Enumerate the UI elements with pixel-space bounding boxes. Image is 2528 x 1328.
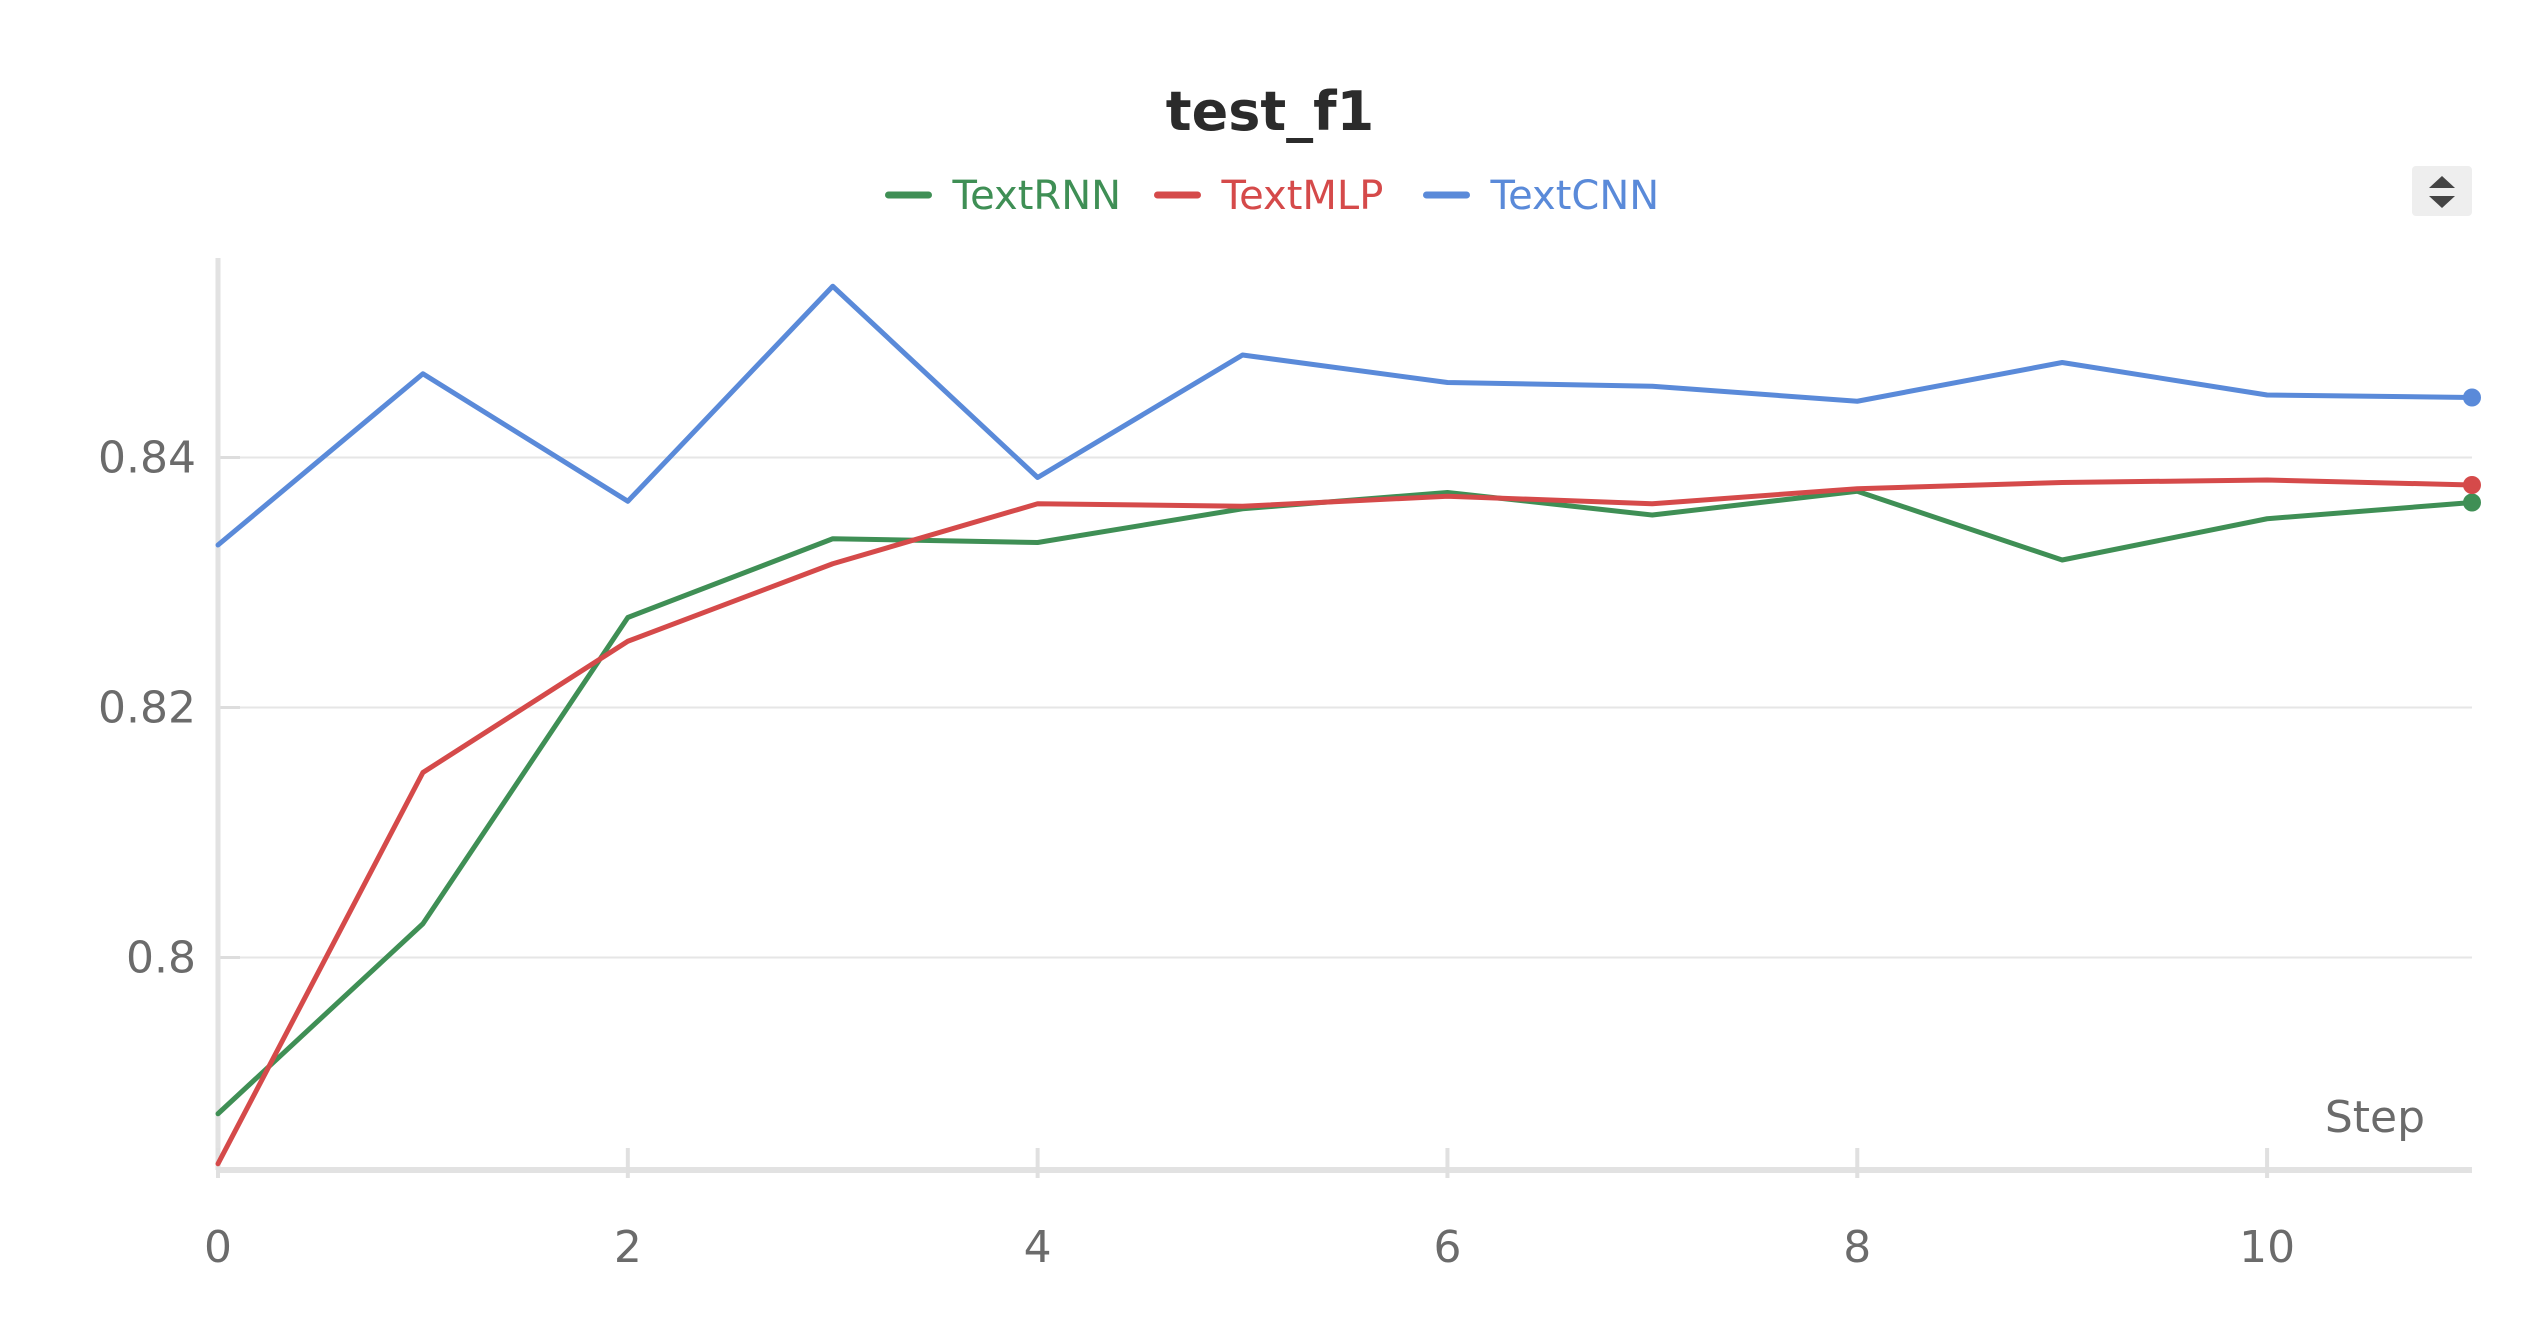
- x-axis-title: Step: [2325, 1092, 2425, 1143]
- series-line-textrnn: [215, 488, 2475, 1117]
- y-tick-label: 0.84: [98, 433, 196, 484]
- gridlines: [218, 456, 2472, 959]
- x-tick-label: 10: [2239, 1222, 2295, 1273]
- legend-label: TextCNN: [1490, 173, 1660, 219]
- series-end-point-textmlp: [2463, 476, 2481, 494]
- legend-label: TextRNN: [952, 173, 1122, 219]
- legend-item-textcnn[interactable]: TextCNN: [1423, 173, 1660, 219]
- x-tick-label: 8: [1843, 1222, 1871, 1273]
- legend-item-textmlp[interactable]: TextMLP: [1154, 173, 1384, 219]
- down-arrow-icon: [2429, 196, 2455, 208]
- y-tick-label: 0.8: [126, 933, 196, 984]
- legend-toggle-background[interactable]: [2412, 166, 2472, 216]
- series-line-textmlp: [215, 477, 2475, 1167]
- legend-item-textrnn[interactable]: TextRNN: [885, 173, 1122, 219]
- y-tick-label: 0.82: [98, 683, 196, 734]
- axes: 0.8 0.82 0.84 0 2 4 6 8 10: [98, 258, 2472, 1273]
- series-end-point-textrnn: [2463, 493, 2481, 512]
- series-line-textcnn: [215, 283, 2475, 548]
- series-end-point-textcnn: [2463, 388, 2481, 407]
- legend-label: TextMLP: [1221, 173, 1384, 219]
- x-tick-label: 6: [1433, 1222, 1461, 1273]
- x-tick-label: 4: [1024, 1222, 1052, 1273]
- series-layer: [215, 283, 2481, 1167]
- up-arrow-icon: [2429, 176, 2455, 188]
- chart-title: test_f1: [1166, 80, 1374, 143]
- legend-toggle-button[interactable]: [2412, 166, 2472, 216]
- legend: TextRNN TextMLP TextCNN: [885, 173, 1660, 219]
- x-tick-label: 2: [614, 1222, 642, 1273]
- x-tick-label: 0: [204, 1222, 232, 1273]
